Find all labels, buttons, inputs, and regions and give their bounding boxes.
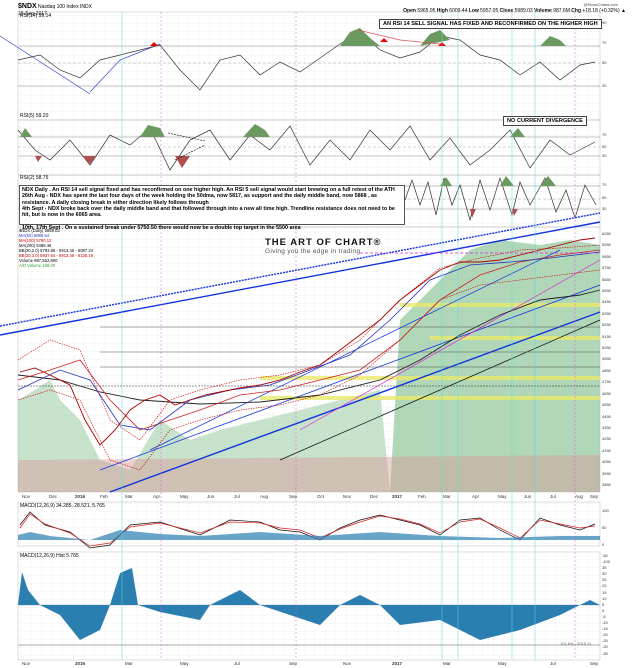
rsi14-callout: AN RSI 14 SELL SIGNAL HAS FIXED AND RECO…: [379, 19, 602, 29]
index-name: Nasdaq 100 Index INDX: [38, 4, 92, 10]
macd-hist-label: MACD(12,26,9) Hist 5.765: [20, 553, 79, 559]
rsi14-label: RSI(14) 59.14: [20, 13, 52, 19]
panel-price: [0, 212, 601, 493]
rsi5-label: RSI(5) 59.20: [20, 113, 49, 119]
panel-macd-hist: [17, 551, 601, 661]
source-credit: @StockCharts.com: [583, 2, 618, 7]
panel-rsi5: [17, 119, 601, 176]
panel-rsi14: [0, 11, 601, 121]
price-axis: 6050 5950 5850 5750 5650 5550 5450 5350 5250 5150…: [602, 231, 611, 487]
macd-hist-axis: -50 -100 35 30 25 20 15 10 5 0 -5 -10 -15 -20 -25 -30 -3…: [602, 553, 611, 656]
ohlc-readout: Open 5965.95 High 6009.44 Low 5957.05 Cl…: [403, 8, 626, 14]
symbol: $NDX: [18, 3, 37, 10]
rsi5-callout: NO CURRENT DIVERGENCE: [503, 116, 587, 126]
panel-macd: [17, 501, 601, 549]
fib-annotation: 101.6% - 2019.11: [560, 641, 592, 646]
analysis-note: NDX Daily . An RSI 14 sell signal fixed …: [19, 185, 405, 231]
art-of-chart-logo: THE ART OF CHART® Giving you the edge in…: [265, 237, 382, 255]
price-legend: $NDX (Daily) 5989.03 MA(50) 5885.84 MA(1…: [19, 228, 94, 268]
macd-label: MACD(12,26,9) 34.285, 28.521, 5.765: [20, 503, 105, 509]
macd-axis: 100 50 0: [602, 508, 609, 547]
rsi2-label: RSI(2) 58.75: [20, 175, 49, 181]
